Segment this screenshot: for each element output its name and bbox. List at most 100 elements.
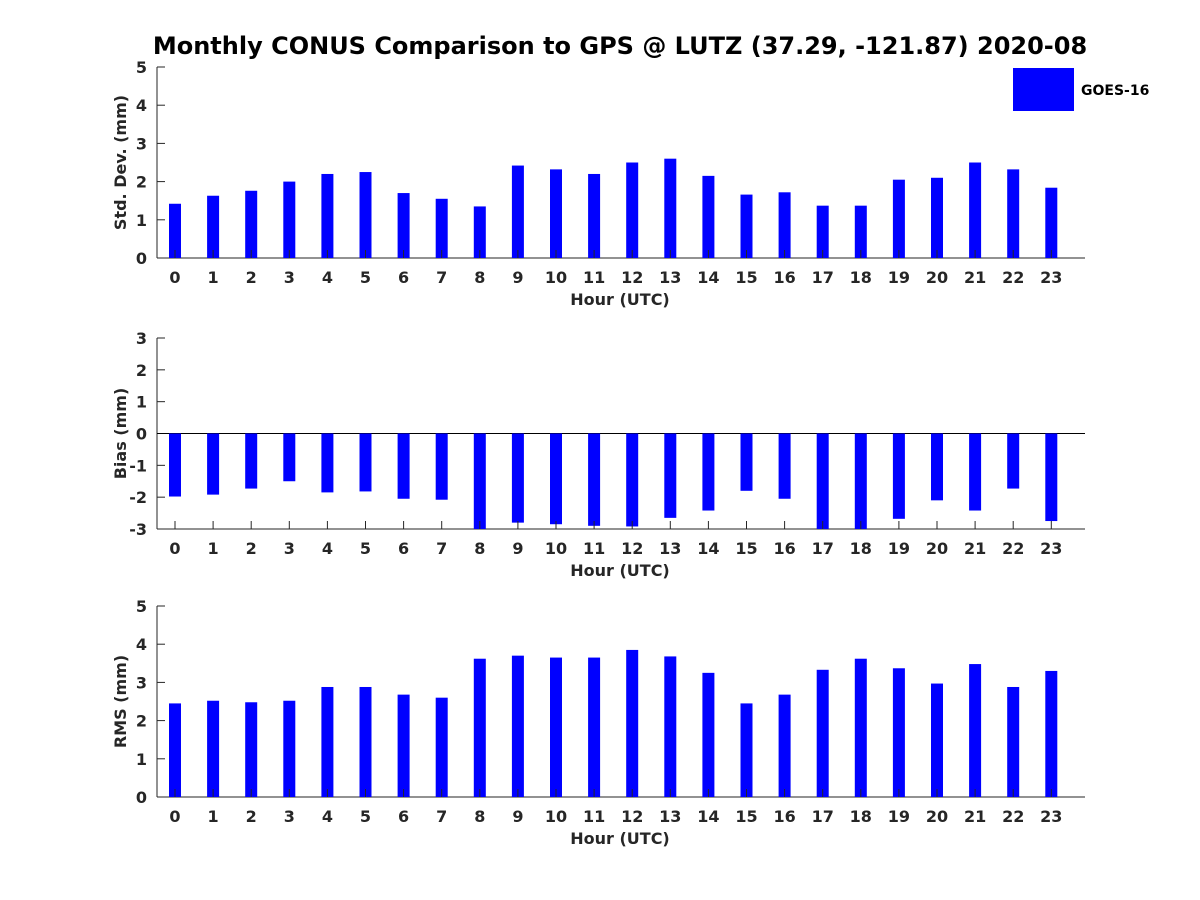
x-tick-label: 12	[621, 807, 643, 826]
y-tick-label: 1	[136, 211, 147, 230]
x-tick-label: 17	[812, 268, 834, 287]
x-tick-label: 14	[697, 539, 719, 558]
y-tick-label: 0	[136, 425, 147, 444]
bar	[550, 433, 562, 525]
bar	[283, 433, 296, 482]
bar	[169, 203, 181, 258]
x-tick-label: 4	[322, 539, 333, 558]
bar	[435, 198, 448, 258]
bar	[740, 703, 753, 797]
bar	[245, 702, 258, 797]
legend: GOES-16	[1013, 68, 1149, 111]
bar	[359, 172, 372, 258]
bar	[892, 433, 905, 519]
x-tick-label: 10	[545, 539, 567, 558]
bar	[207, 700, 220, 797]
bar	[511, 655, 524, 797]
x-tick-label: 20	[926, 539, 948, 558]
x-tick-label: 10	[545, 268, 567, 287]
bar	[1007, 433, 1020, 489]
bar	[283, 181, 296, 258]
y-tick-label: 3	[136, 329, 147, 348]
bar	[626, 162, 639, 258]
x-tick-label: 19	[888, 539, 910, 558]
x-tick-label: 8	[474, 539, 485, 558]
y-tick-label: 4	[136, 96, 147, 115]
x-tick-label: 11	[583, 268, 605, 287]
x-tick-label: 20	[926, 268, 948, 287]
bar	[854, 205, 867, 258]
bar	[854, 433, 867, 529]
bar	[359, 686, 372, 797]
x-tick-label: 17	[812, 539, 834, 558]
bar	[359, 433, 372, 492]
x-tick-label: 5	[360, 539, 371, 558]
bar	[969, 433, 982, 511]
bar	[816, 669, 829, 797]
x-tick-label: 15	[735, 539, 757, 558]
bar	[816, 205, 829, 258]
bar	[854, 658, 867, 797]
bar	[892, 179, 905, 258]
y-tick-label: -3	[129, 520, 147, 539]
x-tick-label: 22	[1002, 539, 1024, 558]
x-tick-label: 0	[169, 539, 180, 558]
bar	[550, 169, 562, 258]
x-tick-label: 22	[1002, 807, 1024, 826]
x-tick-label: 7	[436, 268, 447, 287]
bar	[702, 175, 715, 258]
bar	[207, 433, 220, 495]
x-tick-label: 18	[850, 539, 872, 558]
bar	[931, 177, 943, 258]
y-tick-label: -1	[129, 456, 147, 475]
y-tick-label: 3	[136, 134, 147, 153]
x-tick-label: 0	[169, 268, 180, 287]
bar	[1045, 433, 1058, 522]
x-tick-label: 1	[208, 268, 219, 287]
x-tick-label: 8	[474, 807, 485, 826]
y-tick-label: 0	[136, 249, 147, 268]
bar	[740, 433, 753, 491]
bar	[588, 657, 601, 797]
x-tick-label: 11	[583, 539, 605, 558]
bar	[473, 658, 486, 797]
x-tick-label: 18	[850, 268, 872, 287]
y-tick-label: 3	[136, 673, 147, 692]
x-tick-label: 7	[436, 807, 447, 826]
x-tick-label: 5	[360, 268, 371, 287]
x-tick-label: 4	[322, 268, 333, 287]
x-axis-label: Hour (UTC)	[570, 829, 670, 848]
bar	[969, 162, 982, 258]
bar	[511, 165, 524, 258]
legend-swatch	[1013, 68, 1074, 111]
y-tick-label: 4	[136, 635, 147, 654]
bar	[1045, 187, 1058, 258]
x-tick-label: 16	[773, 268, 795, 287]
bar	[702, 433, 715, 511]
x-tick-label: 20	[926, 807, 948, 826]
y-axis-label: RMS (mm)	[111, 655, 130, 748]
bar	[626, 433, 639, 527]
bar	[816, 433, 829, 529]
x-tick-label: 4	[322, 807, 333, 826]
x-tick-label: 19	[888, 807, 910, 826]
x-tick-label: 2	[246, 539, 257, 558]
bar	[207, 195, 220, 258]
bar	[778, 694, 791, 797]
x-tick-label: 9	[512, 268, 523, 287]
bar	[931, 683, 943, 797]
bar	[511, 433, 524, 523]
bar	[321, 173, 334, 258]
bar	[1045, 670, 1058, 797]
x-tick-label: 18	[850, 807, 872, 826]
x-tick-label: 9	[512, 539, 523, 558]
bar	[245, 433, 258, 489]
x-tick-label: 5	[360, 807, 371, 826]
bar	[435, 433, 448, 500]
x-tick-label: 13	[659, 807, 681, 826]
y-tick-label: 1	[136, 750, 147, 769]
x-tick-label: 10	[545, 807, 567, 826]
